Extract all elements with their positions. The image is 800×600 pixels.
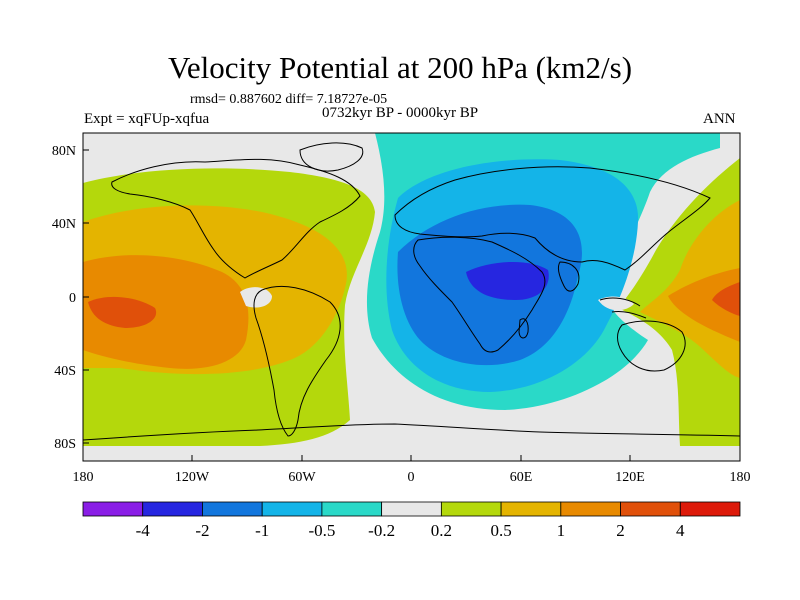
colorbar-label: -4	[136, 521, 151, 540]
lat-label: 0	[69, 291, 76, 306]
colorbar-swatch	[142, 501, 203, 517]
plot-title: Velocity Potential at 200 hPa (km2/s)	[167, 50, 633, 85]
colorbar-swatch	[679, 501, 741, 517]
colorbar-swatch	[440, 501, 502, 517]
lat-label: 80N	[52, 144, 76, 159]
coast-greenland	[299, 142, 364, 172]
coast-south-america	[253, 285, 341, 437]
lat-label: 80S	[54, 437, 76, 452]
season-label: ANN	[703, 111, 736, 127]
coast-australia	[617, 320, 686, 372]
lat-label: 40N	[52, 217, 76, 232]
colorbar-label: -2	[195, 521, 209, 540]
coast-madagascar	[518, 318, 529, 339]
lon-ticks	[82, 455, 741, 461]
colorbar-swatch	[202, 501, 263, 517]
colorbar-label: 2	[616, 521, 625, 540]
colorbar-label: 1	[557, 521, 566, 540]
colorbar-label: -0.5	[308, 521, 335, 540]
contour-east-neg4	[466, 261, 549, 300]
contour-field	[83, 133, 740, 461]
lon-label: 60E	[510, 470, 533, 485]
colorbar-swatch	[381, 501, 442, 517]
colorbar-swatch	[620, 501, 681, 517]
stats-label: rmsd= 0.887602 diff= 7.18727e-05	[190, 92, 388, 107]
colorbar-swatch	[321, 501, 383, 517]
contour-west-pos4	[88, 296, 157, 328]
period-label: 0732kyr BP - 0000kyr BP	[322, 105, 479, 121]
colorbar-label: 4	[676, 521, 685, 540]
experiment-label: Expt = xqFUp-xqfua	[84, 111, 210, 127]
colorbar-label: -1	[255, 521, 269, 540]
colorbar-swatch	[261, 501, 323, 517]
colorbar-label: 0.2	[431, 521, 452, 540]
colorbar-swatch	[560, 501, 621, 517]
lon-label: 120E	[615, 470, 645, 485]
coast-north-america	[111, 158, 361, 279]
lon-label: 180	[730, 470, 751, 485]
coast-indonesia	[599, 297, 647, 319]
contour-wpac-pos3	[668, 268, 740, 342]
contour-caribbean-neutral	[240, 287, 272, 308]
coast-africa	[413, 236, 546, 353]
contour-west-pos3	[83, 255, 249, 369]
lon-label: 180	[73, 470, 94, 485]
lat-ticks	[83, 149, 89, 444]
contour-wpac-pos4	[712, 282, 740, 316]
coastlines	[83, 142, 740, 441]
colorbar-swatch	[82, 501, 144, 517]
lon-label: 60W	[288, 470, 316, 485]
coast-india	[557, 261, 580, 292]
colorbar-label: -0.2	[368, 521, 395, 540]
colorbar: -4 -2 -1 -0.5 -0.2 0.2 0.5 1 2 4	[82, 501, 741, 540]
colorbar-label: 0.5	[490, 521, 511, 540]
coast-eurasia	[394, 166, 711, 271]
lat-label: 40S	[54, 364, 76, 379]
coast-antarctica	[83, 423, 740, 441]
colorbar-swatch	[500, 501, 562, 517]
lon-label: 0	[408, 470, 415, 485]
lon-label: 120W	[175, 470, 210, 485]
